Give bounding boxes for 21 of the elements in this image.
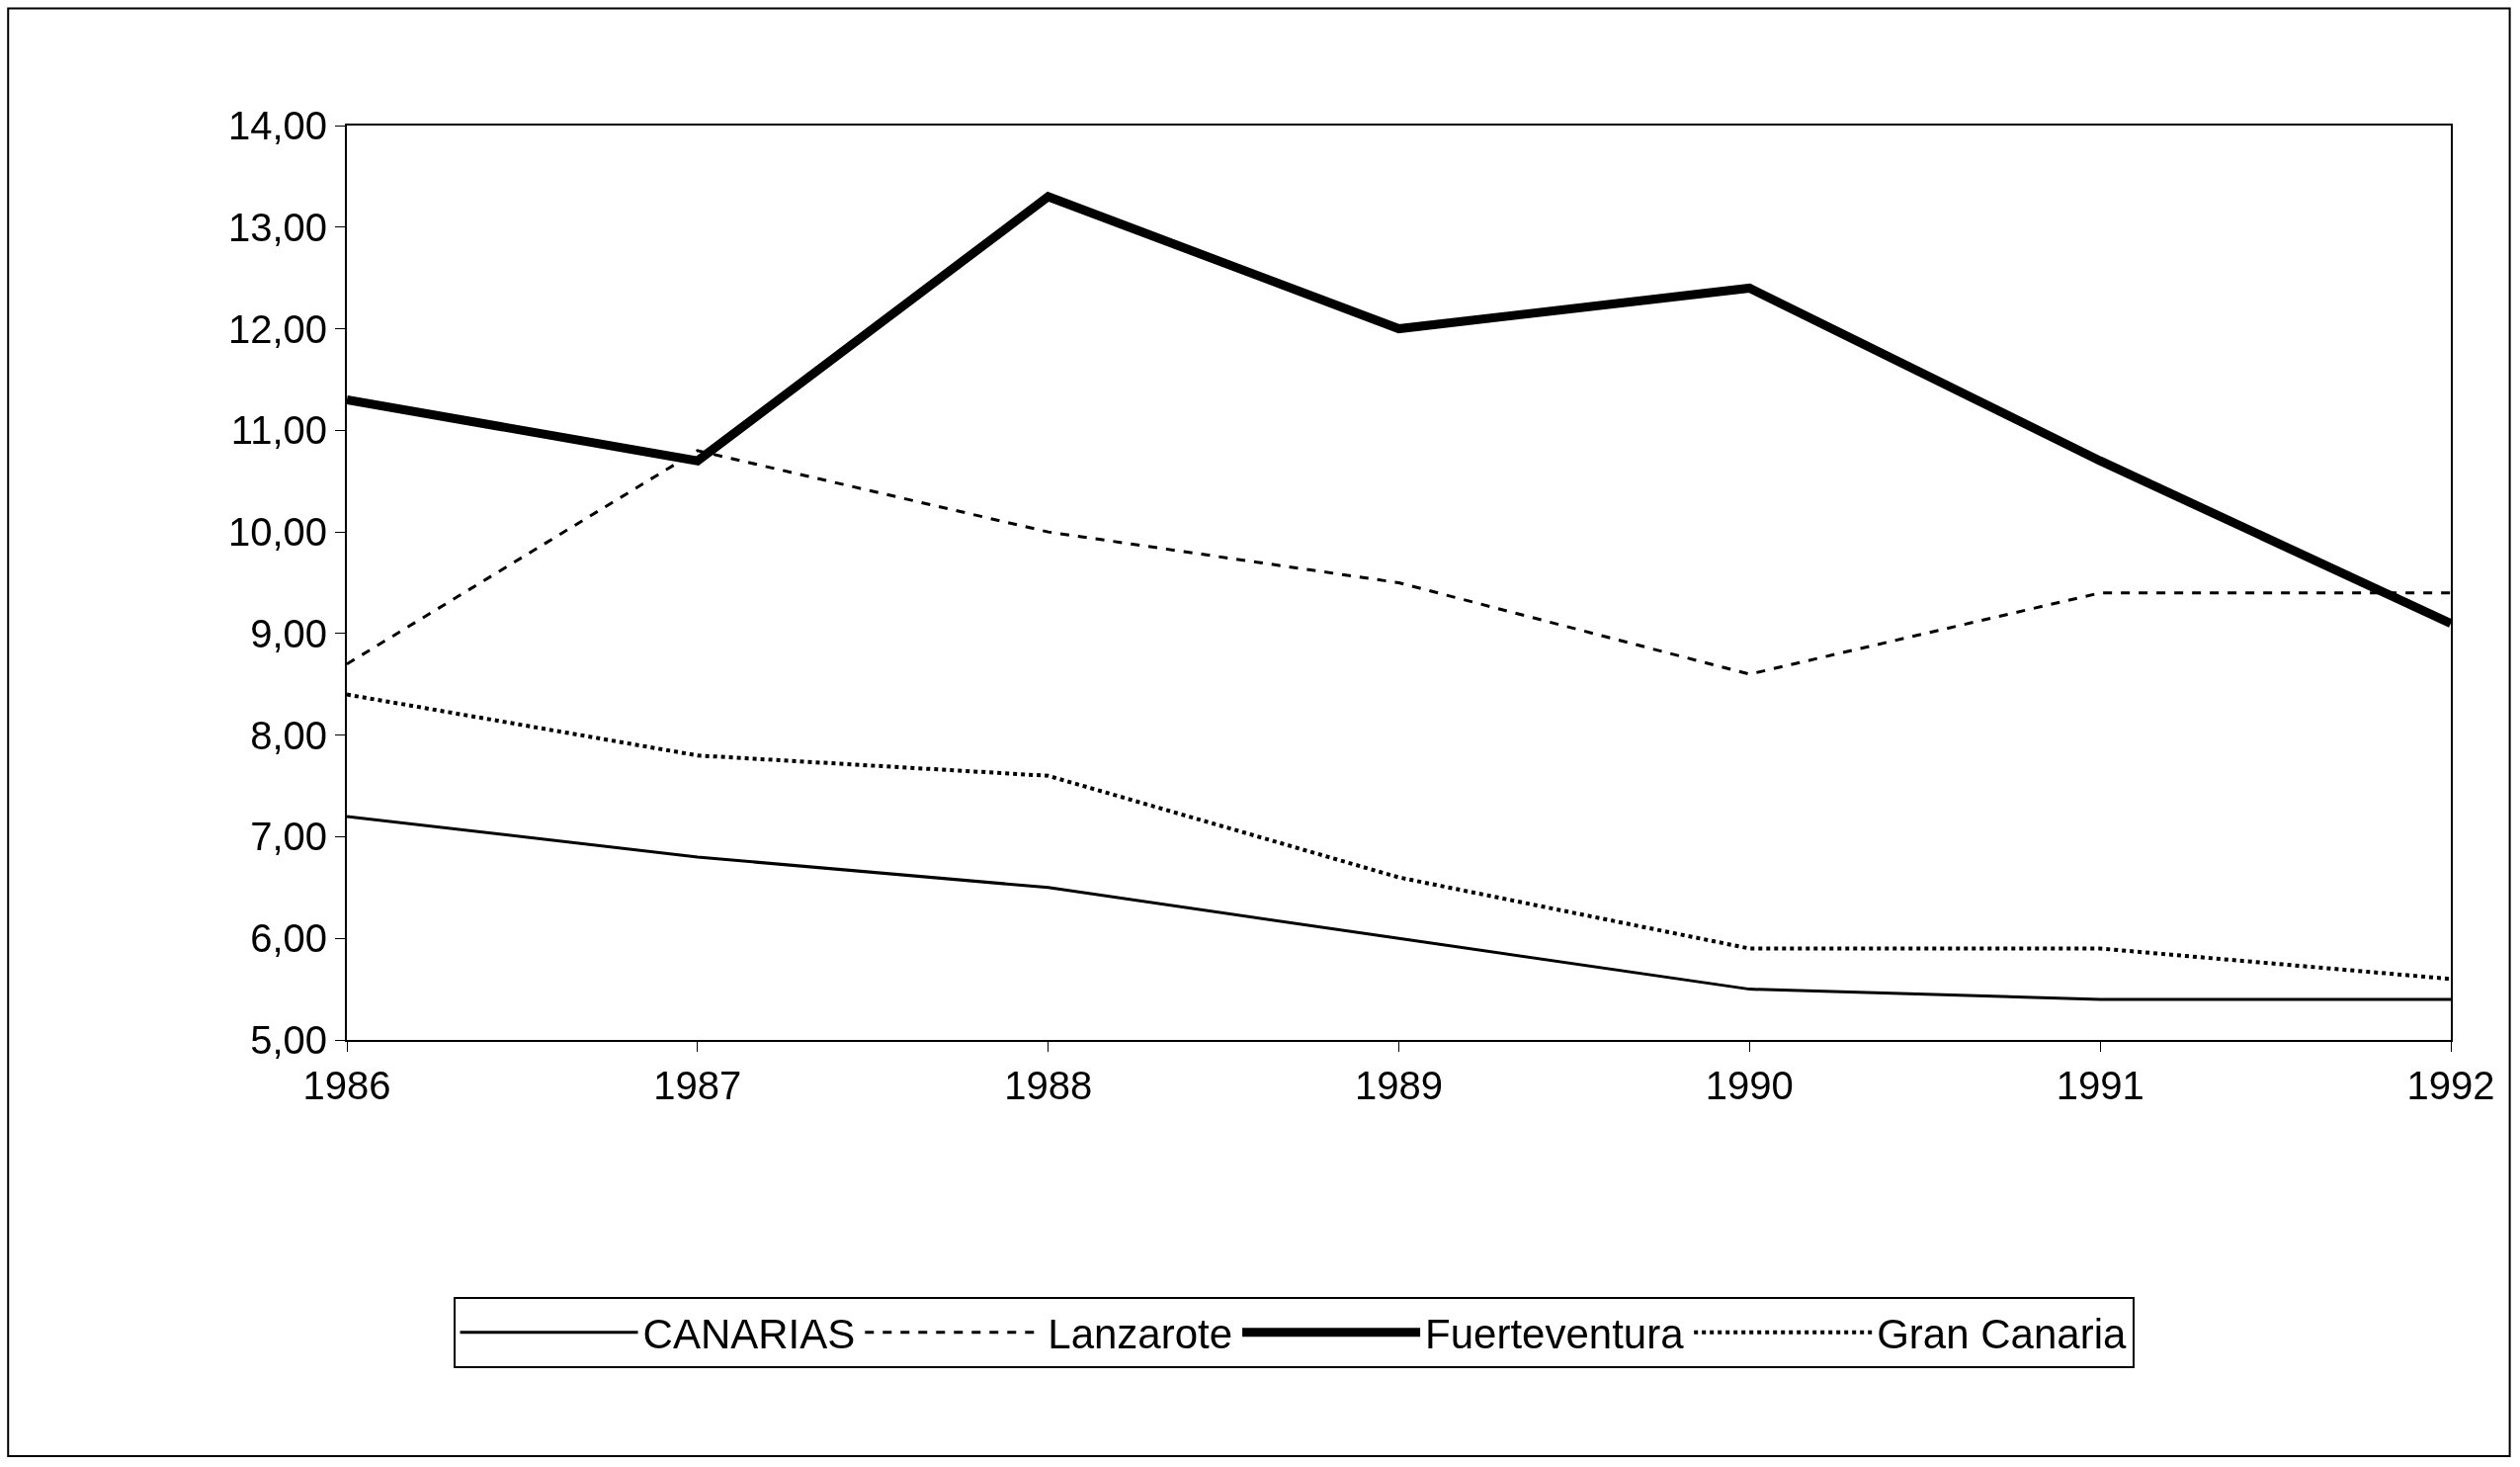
y-tick-label: 13,00	[227, 205, 327, 249]
x-tick-label: 1990	[1705, 1064, 1794, 1107]
y-tick-label: 9,00	[250, 611, 327, 655]
y-tick-label: 6,00	[250, 916, 327, 961]
y-tick-label: 11,00	[230, 408, 327, 453]
legend-label: Lanzarote	[1048, 1311, 1233, 1358]
legend-label: Gran Canaria	[1877, 1311, 2127, 1358]
y-tick-label: 7,00	[250, 815, 327, 859]
x-tick-label: 1989	[1355, 1064, 1443, 1107]
y-tick-label: 10,00	[227, 510, 327, 555]
legend-label: Fuerteventura	[1425, 1311, 1685, 1358]
y-tick-label: 12,00	[227, 306, 327, 351]
y-tick-label: 14,00	[227, 104, 327, 147]
x-tick-label: 1991	[2056, 1064, 2144, 1107]
y-tick-label: 5,00	[250, 1018, 327, 1062]
x-tick-label: 1992	[2406, 1064, 2495, 1107]
y-tick-label: 8,00	[250, 713, 327, 757]
legend-label: CANARIAS	[642, 1311, 856, 1358]
x-tick-label: 1986	[302, 1064, 391, 1107]
x-tick-label: 1987	[653, 1064, 742, 1107]
x-tick-label: 1988	[1004, 1064, 1093, 1107]
